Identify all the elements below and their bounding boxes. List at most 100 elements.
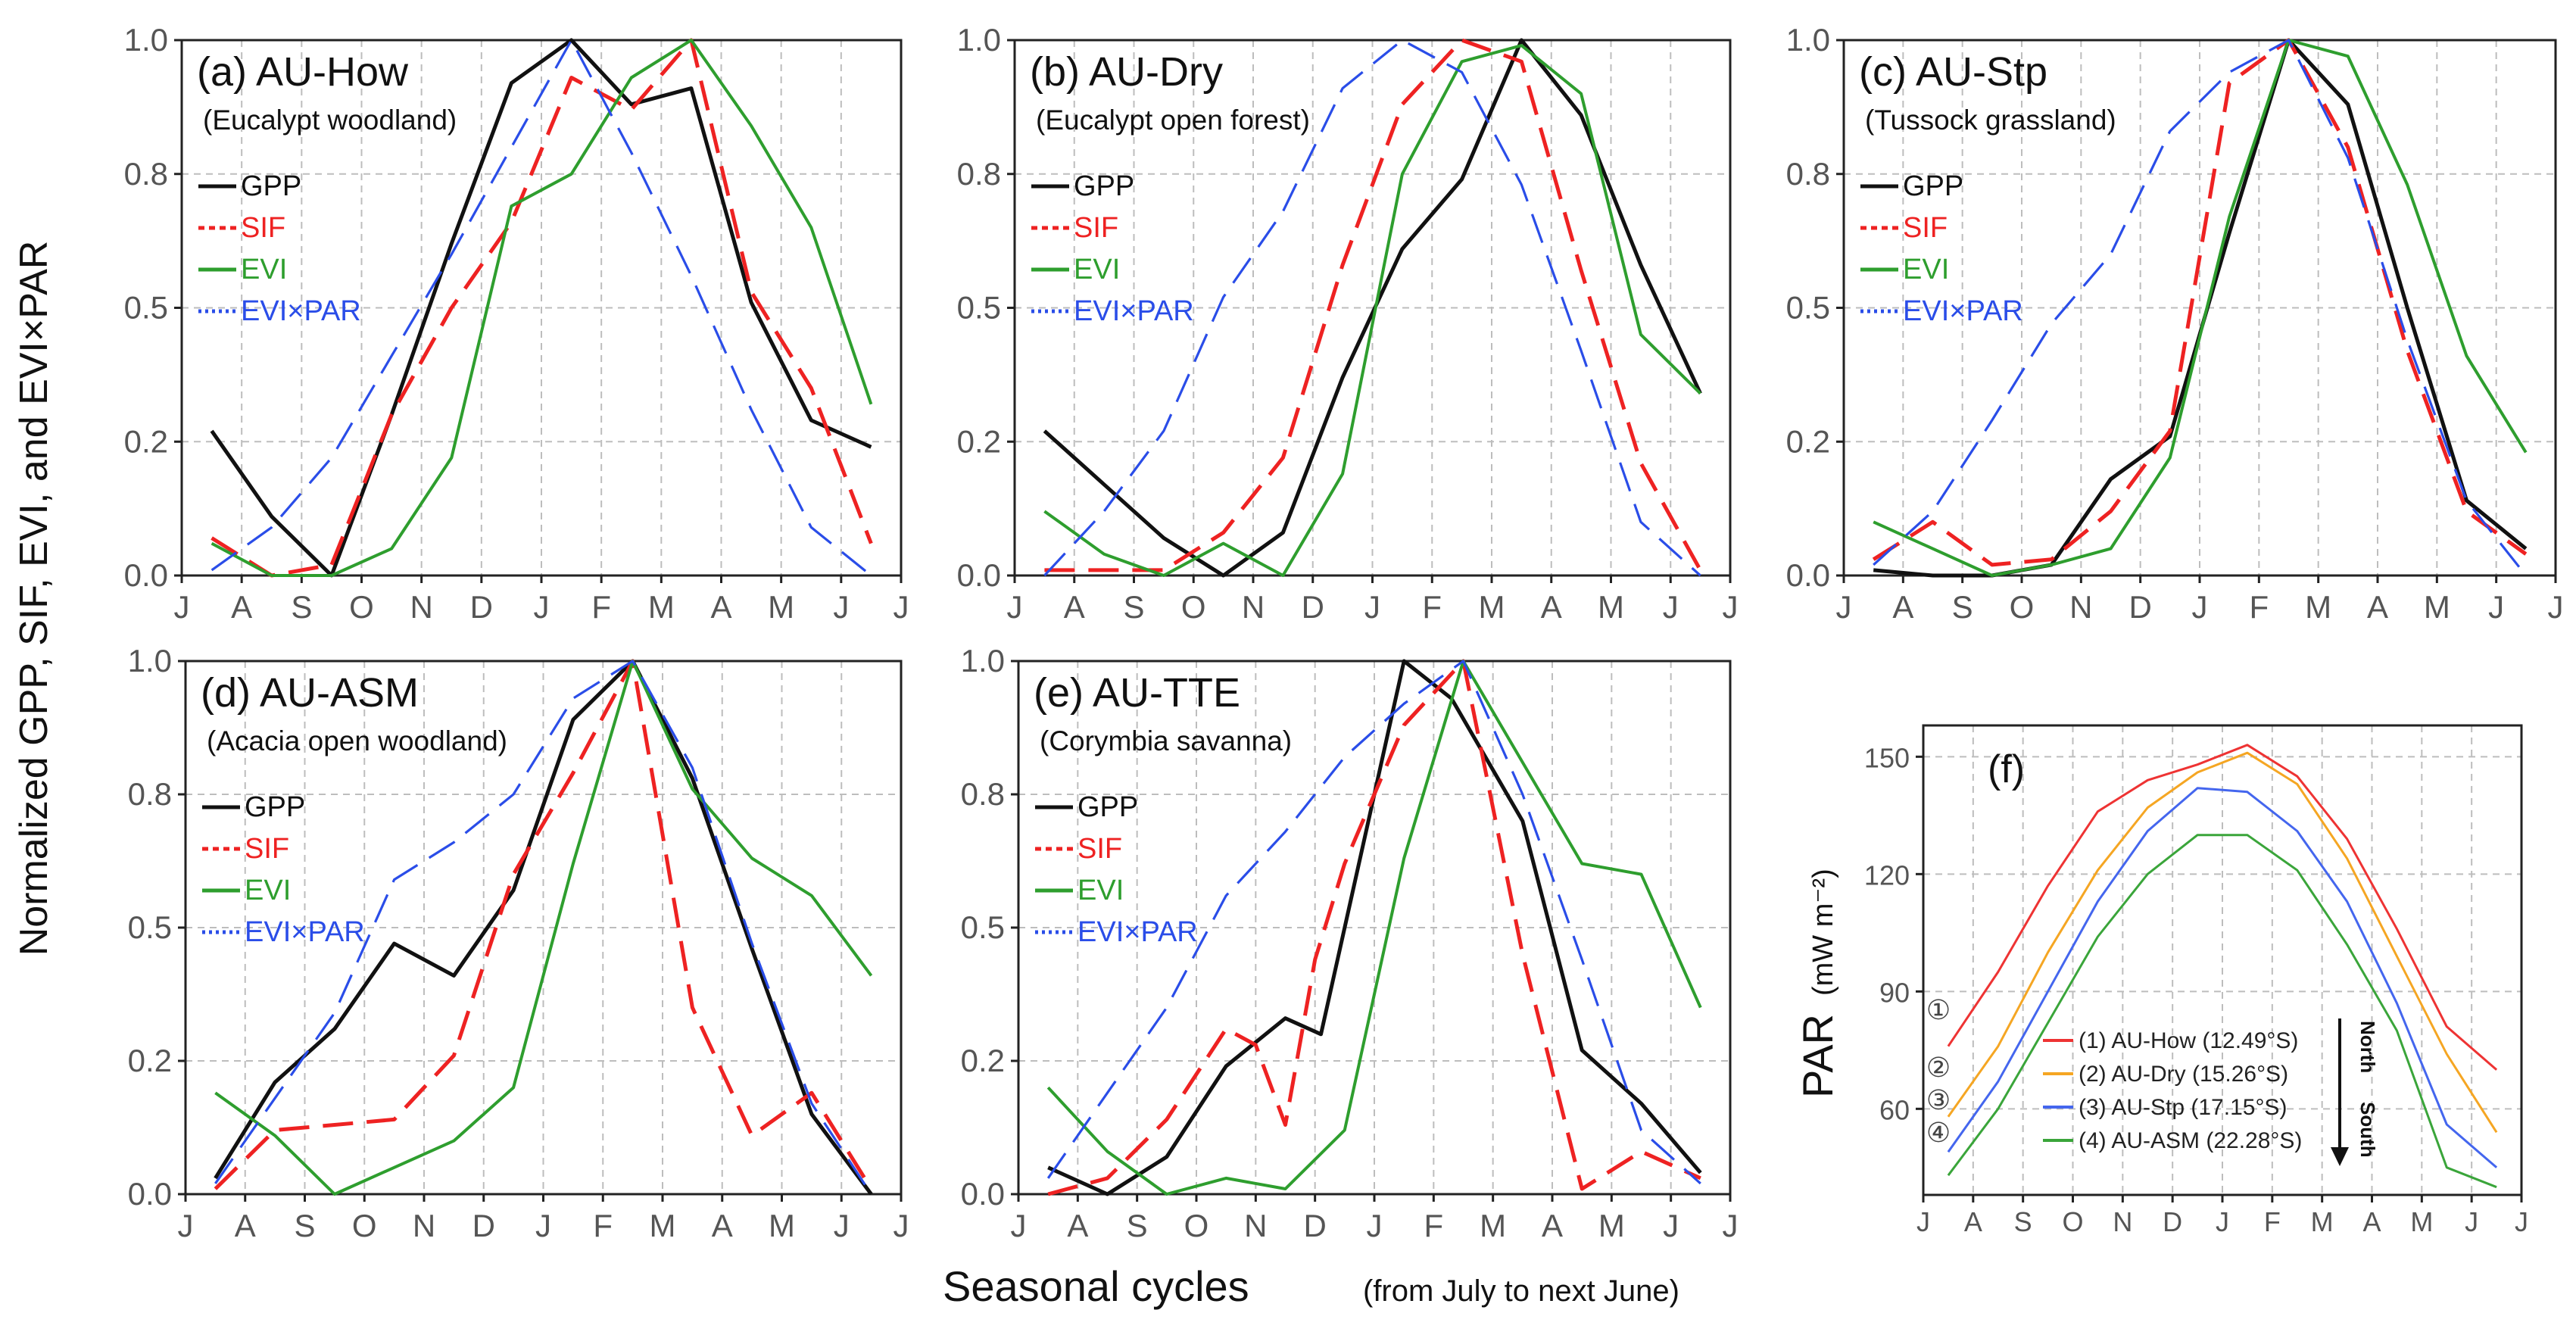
legend-label-f-0: (1) AU-How (12.49°S) <box>2079 1028 2298 1053</box>
panel-subtitle-b: (Eucalypt open forest) <box>1036 104 1310 136</box>
arrow-head <box>2331 1147 2349 1166</box>
series-line-e-0 <box>1047 659 1702 1196</box>
x-tick-label-b: M <box>1598 589 1624 625</box>
x-tick-label-a: J <box>174 589 190 625</box>
x-tick-label-a: J <box>893 589 909 625</box>
series-line-d-0 <box>214 659 873 1196</box>
x-tick-label-e: O <box>1184 1208 1209 1243</box>
legend-label-b-3: EVI×PAR <box>1074 295 1194 327</box>
y-tick-label-e: 0.8 <box>961 776 1005 812</box>
x-tick-label-b: M <box>1479 589 1505 625</box>
legend-label-d-3: EVI×PAR <box>245 916 365 948</box>
x-tick-label-e: D <box>1303 1208 1326 1243</box>
x-tick-label-c: A <box>1892 589 1913 625</box>
y-axis-label-f: PAR (mW m⁻²) <box>1794 869 1842 1098</box>
x-tick-label-c: J <box>2488 589 2504 625</box>
series-line-f-2 <box>1947 787 2498 1168</box>
x-tick-label-a: A <box>231 589 252 625</box>
y-tick-label-d: 1.0 <box>128 643 172 678</box>
x-tick-label-a: O <box>349 589 374 625</box>
x-tick-label-e: A <box>1067 1208 1088 1243</box>
series-line-a-0 <box>210 38 872 578</box>
series-line-d-2 <box>214 660 873 1196</box>
y-tick-label-f: 120 <box>1864 859 1910 891</box>
legend-label-a-1: SIF <box>241 212 285 244</box>
y-tick-label-f: 150 <box>1864 742 1910 773</box>
legend-label-d-2: EVI <box>245 875 291 906</box>
x-tick-label-d: M <box>769 1208 795 1243</box>
x-tick-label-f: J <box>2216 1206 2229 1237</box>
x-tick-label-f: O <box>2062 1206 2083 1237</box>
x-tick-label-f: N <box>2113 1206 2132 1237</box>
legend-label-f-2: (3) AU-Stp (17.15°S) <box>2079 1095 2287 1120</box>
panel-title-e: (e) AU-TTE <box>1034 670 1240 716</box>
y-tick-label-c: 0.2 <box>1786 423 1830 459</box>
y-tick-label-b: 0.2 <box>957 423 1001 459</box>
x-tick-label-f: J <box>1916 1206 1930 1237</box>
legend-label-a-0: GPP <box>241 170 301 202</box>
x-tick-label-e: J <box>1663 1208 1679 1243</box>
x-tick-label-d: J <box>178 1208 194 1243</box>
panels: J A S O N D J F M A M J J0.00.20.50.81.0(a) AU-How(E… <box>124 22 2564 1243</box>
x-tick-label-a: S <box>291 589 312 625</box>
legend-f: (1) AU-How (12.49°S) (2) AU-Dry (15.26°S)… <box>2043 1028 2302 1153</box>
x-tick-label-a: J <box>833 589 849 625</box>
y-tick-label-e: 0.2 <box>961 1043 1005 1078</box>
x-tick-label-e: F <box>1424 1208 1444 1243</box>
legend-label-c-1: SIF <box>1903 212 1948 244</box>
x-tick-label-d: N <box>413 1208 435 1243</box>
x-tick-label-c: D <box>2128 589 2151 625</box>
y-axis-label-f-name: PAR <box>1794 1014 1842 1098</box>
series-line-f-0 <box>1947 744 2498 1071</box>
y-tick-label-a: 1.0 <box>124 22 168 58</box>
series-line-e-2 <box>1046 660 1702 1196</box>
x-tick-label-d: J <box>893 1208 909 1243</box>
panel-subtitle-e: (Corymbia savanna) <box>1040 725 1292 756</box>
legend-label-b-0: GPP <box>1074 170 1134 202</box>
legend-label-c-0: GPP <box>1903 170 1963 202</box>
panel-subtitle-d: (Acacia open woodland) <box>207 725 507 756</box>
legend-label-d-1: SIF <box>245 833 289 865</box>
series-line-b-1 <box>1044 38 1702 572</box>
x-tick-label-c: N <box>2069 589 2092 625</box>
chart-panel-b: J A S O N D J F M A M J J0.00.20.50.81.0(b) AU-Dry(E… <box>957 22 1739 625</box>
x-tick-label-e: S <box>1127 1208 1148 1243</box>
x-tick-label-e: N <box>1244 1208 1267 1243</box>
arrow-label-south: South <box>2356 1102 2379 1158</box>
legend-label-e-3: EVI×PAR <box>1077 916 1198 948</box>
x-tick-label-b: J <box>1007 589 1023 625</box>
x-tick-label-b: N <box>1242 589 1265 625</box>
legend-label-c-2: EVI <box>1903 254 1949 285</box>
x-tick-label-b: J <box>1723 589 1739 625</box>
x-tick-label-f: A <box>2362 1206 2381 1237</box>
y-tick-label-e: 0.0 <box>961 1176 1005 1212</box>
panel-title-d: (d) AU-ASM <box>201 670 419 716</box>
x-tick-label-c: M <box>2424 589 2450 625</box>
x-tick-label-b: J <box>1364 589 1380 625</box>
y-tick-label-f: 60 <box>1879 1094 1910 1125</box>
x-tick-label-d: D <box>472 1208 495 1243</box>
legend-label-f-1: (2) AU-Dry (15.26°S) <box>2079 1062 2288 1087</box>
y-tick-label-d: 0.2 <box>128 1043 172 1078</box>
x-tick-label-c: J <box>1836 589 1852 625</box>
y-tick-label-c: 1.0 <box>1786 22 1830 58</box>
x-tick-label-b: O <box>1181 589 1206 625</box>
x-tick-label-d: J <box>834 1208 850 1243</box>
legend-label-e-1: SIF <box>1077 833 1122 865</box>
y-tick-label-b: 1.0 <box>957 22 1001 58</box>
series-marker-f-1: ② <box>1926 1052 1951 1083</box>
x-tick-label-f: F <box>2264 1206 2281 1237</box>
panel-subtitle-c: (Tussock grassland) <box>1865 104 2116 136</box>
x-tick-label-b: D <box>1302 589 1324 625</box>
series-line-b-2 <box>1043 44 1702 577</box>
x-tick-label-d: A <box>712 1208 733 1243</box>
x-tick-label-e: J <box>1011 1208 1027 1243</box>
y-tick-label-d: 0.8 <box>128 776 172 812</box>
series-line-a-1 <box>211 38 873 578</box>
x-tick-label-e: M <box>1480 1208 1506 1243</box>
panel-subtitle-a: (Eucalypt woodland) <box>203 104 457 136</box>
chart-panel-c: J A S O N D J F M A M J J0.00.20.50.81.0(c) AU-Stp(T… <box>1786 22 2564 625</box>
legend-label-e-0: GPP <box>1077 791 1138 823</box>
series-line-c-1 <box>1872 38 2528 567</box>
x-tick-label-e: J <box>1367 1208 1383 1243</box>
